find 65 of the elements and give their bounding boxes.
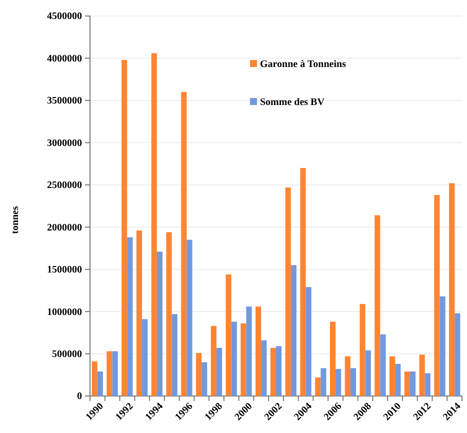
y-tick-label: 4500000 [47,11,82,22]
bar [440,296,446,396]
x-tick-label: 1992 [114,400,136,423]
bar [380,334,386,396]
bar [226,274,232,396]
y-axis-title: tonnes [10,206,21,234]
bar [290,265,296,396]
bar [424,373,430,396]
bar [285,187,291,396]
bar [216,348,222,396]
bar [231,322,237,396]
bar [186,240,192,396]
bar [122,60,128,396]
bar [434,195,440,396]
bar [344,356,350,396]
bar [360,304,366,396]
bar [172,314,178,396]
y-tick-label: 2000000 [47,222,82,234]
bar [270,348,276,396]
bar [336,368,342,396]
bar [320,368,326,396]
y-tick-label: 3000000 [47,138,82,149]
bar [196,352,202,396]
bar [112,351,118,396]
bar [419,354,425,396]
y-tick-label: 2500000 [47,180,82,192]
y-tick-label: 500000 [52,348,82,360]
bar [350,368,356,396]
bar [92,361,98,396]
bar [330,322,336,396]
bar [454,313,460,396]
bar [315,377,321,396]
bar [181,92,187,396]
bar [127,237,133,396]
y-tick-label: 3500000 [47,96,82,107]
bar [449,183,455,396]
bar [210,326,216,396]
bar [395,364,401,396]
bar [97,372,103,396]
x-tick-label: 1990 [84,400,106,423]
bar [261,340,267,396]
bar [136,230,142,396]
bar [365,350,371,396]
bar [246,306,252,396]
y-tick-label: 0 [77,391,82,402]
bar [156,252,162,396]
bar [256,306,262,396]
bar [374,215,380,396]
y-tick-label: 1000000 [47,306,82,318]
bar [404,372,410,396]
bar [410,372,416,396]
y-tick-label: 4000000 [47,53,82,64]
bar [276,346,282,396]
legend-label: Garonne à Tonneins [260,59,346,70]
bar [240,323,246,396]
bar [390,356,396,396]
bar [300,168,306,396]
bar [151,53,157,396]
bar [106,351,112,396]
bar [166,232,172,396]
bar [142,319,148,396]
bar [306,287,312,396]
legend-label: Somme des BV [260,97,326,108]
y-tick-label: 1500000 [47,264,82,276]
bar [202,362,208,396]
